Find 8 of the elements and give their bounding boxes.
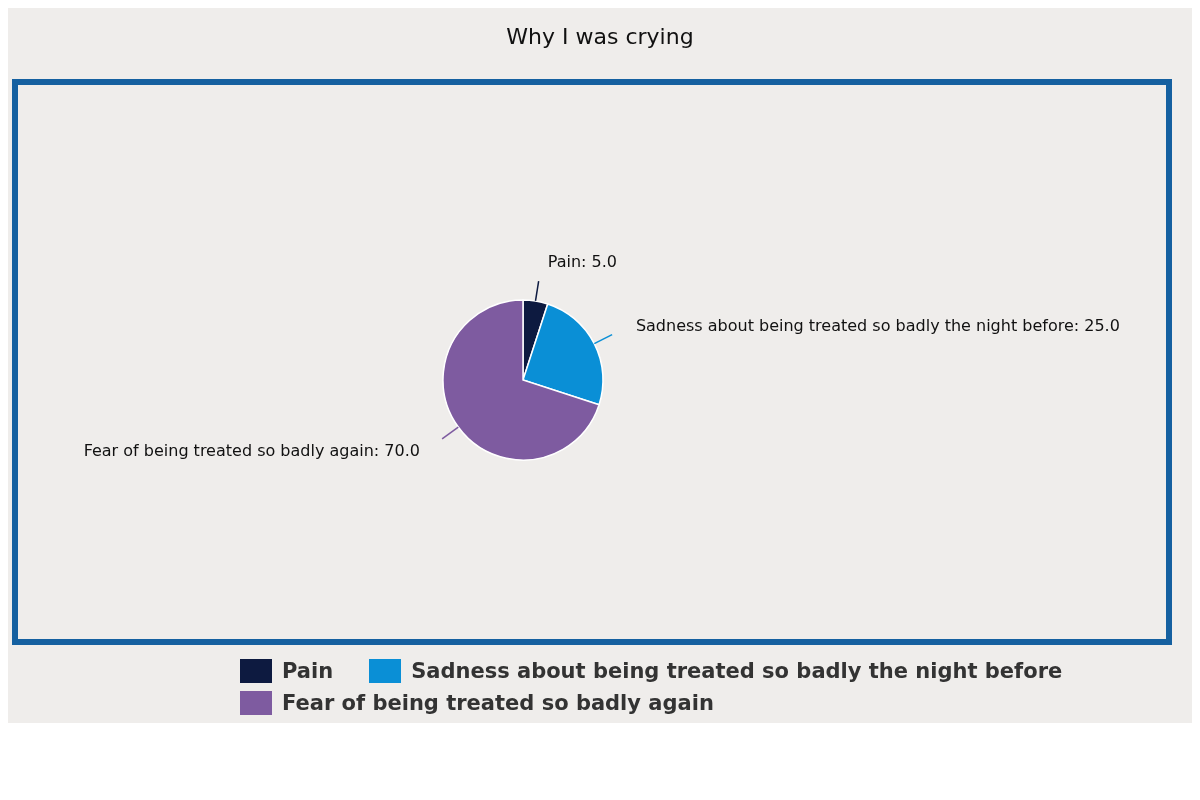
- pie-slice: [442, 299, 600, 461]
- legend-label: Fear of being treated so badly again: [281, 691, 714, 715]
- data-label: Pain: 5.0: [547, 251, 618, 271]
- legend-label: Sadness about being treated so badly the night before: [410, 659, 1063, 683]
- legend-label: Pain: [281, 659, 334, 683]
- chart-title: Why I was crying: [505, 23, 695, 51]
- data-label: Sadness about being treated so badly the night before: 25.0: [635, 316, 1120, 336]
- data-label: Fear of being treated so badly again: 70.0: [83, 441, 420, 461]
